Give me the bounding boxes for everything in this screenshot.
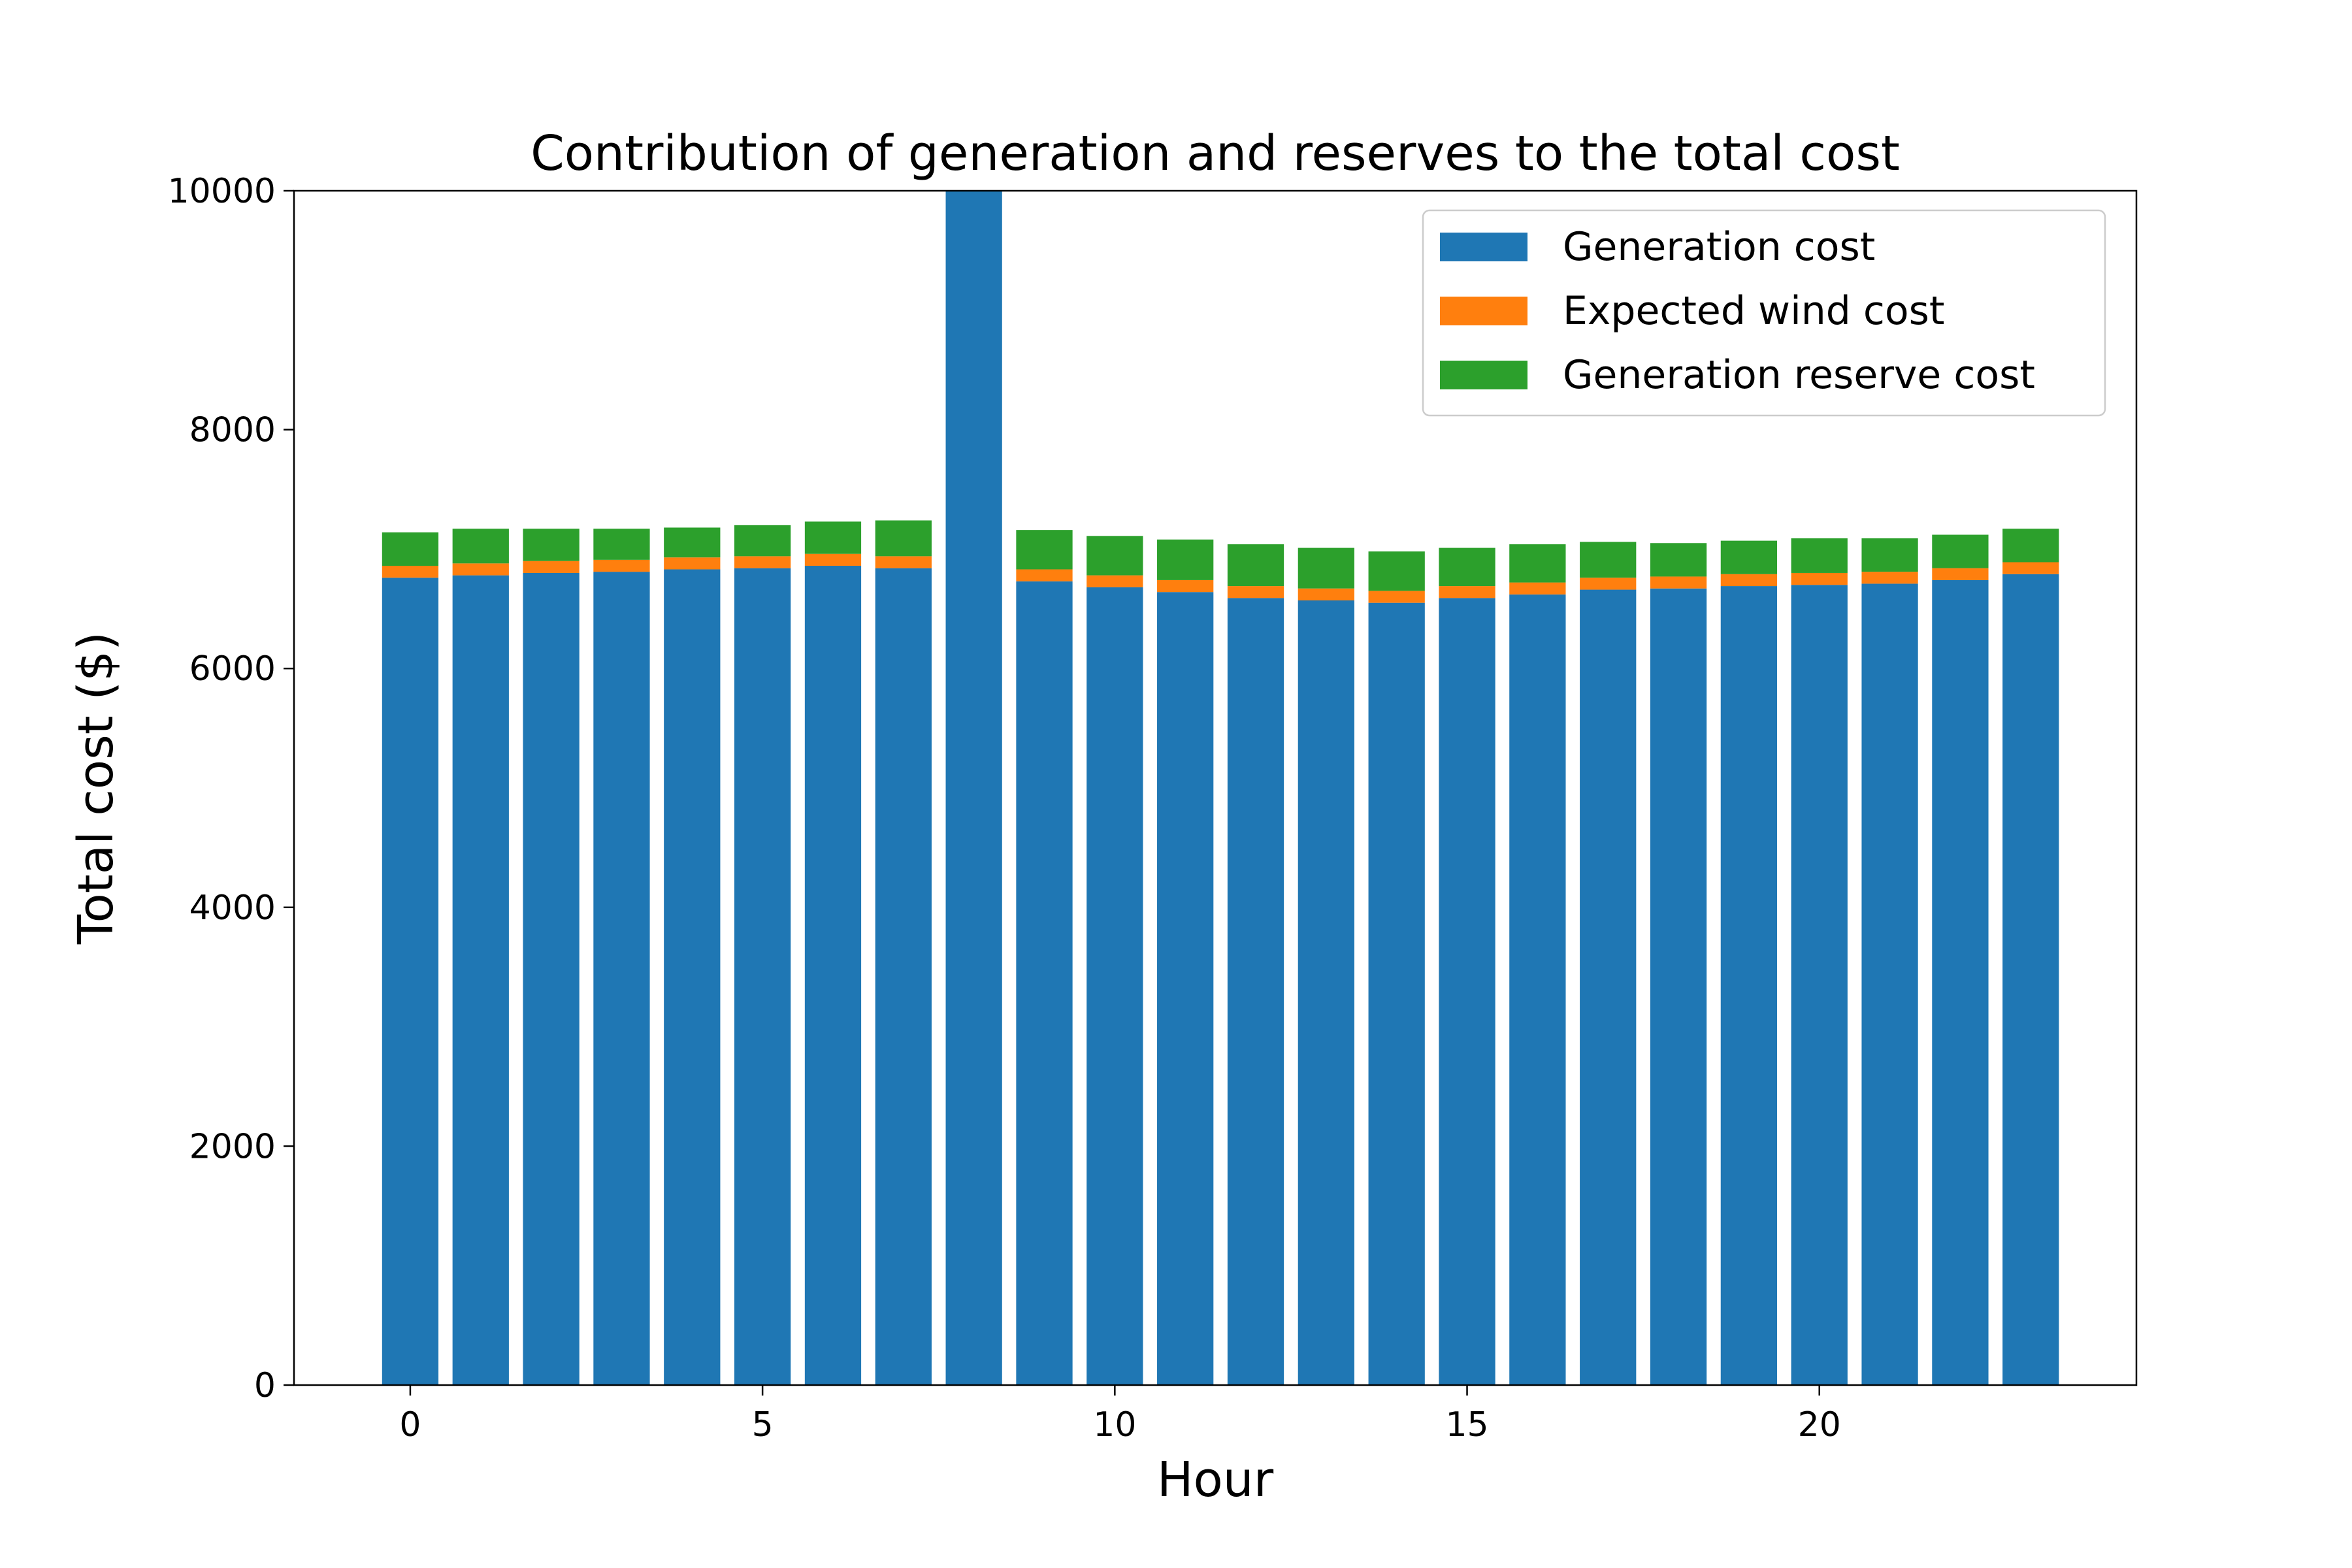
bar-wind-hour-0 xyxy=(382,565,439,578)
bar-wind-hour-2 xyxy=(523,561,580,573)
bar-reserve-hour-10 xyxy=(1086,536,1143,576)
bar-wind-hour-17 xyxy=(1580,578,1637,590)
bar-generation-hour-23 xyxy=(2002,574,2059,1385)
bar-generation-hour-18 xyxy=(1650,588,1707,1385)
bar-wind-hour-15 xyxy=(1439,586,1495,598)
bars-group xyxy=(382,191,2059,1386)
bar-generation-hour-8 xyxy=(945,191,1002,1385)
bar-generation-hour-19 xyxy=(1720,586,1778,1385)
bar-generation-hour-11 xyxy=(1157,592,1214,1385)
bar-wind-hour-19 xyxy=(1720,574,1778,587)
bar-generation-hour-20 xyxy=(1791,585,1848,1385)
bar-wind-hour-5 xyxy=(734,556,791,568)
x-tick-label: 20 xyxy=(1798,1405,1841,1445)
bar-wind-hour-20 xyxy=(1791,572,1848,585)
bar-generation-hour-4 xyxy=(664,569,721,1385)
y-tick-label: 0 xyxy=(254,1366,276,1405)
bar-generation-hour-9 xyxy=(1016,581,1073,1385)
bar-reserve-hour-20 xyxy=(1791,538,1848,573)
x-tick-label: 15 xyxy=(1445,1405,1488,1445)
bar-generation-hour-17 xyxy=(1580,589,1637,1385)
bar-reserve-hour-18 xyxy=(1650,543,1707,577)
x-tick-label: 10 xyxy=(1093,1405,1136,1445)
y-axis-ticks: 0 2000 4000 6000 8000 10000 xyxy=(168,172,294,1405)
bar-reserve-hour-14 xyxy=(1368,551,1425,591)
bar-reserve-hour-17 xyxy=(1580,542,1637,578)
bar-generation-hour-13 xyxy=(1298,600,1354,1385)
legend-box xyxy=(1422,209,2106,417)
bar-generation-hour-5 xyxy=(734,568,791,1386)
bar-generation-hour-7 xyxy=(875,568,932,1386)
x-axis-ticks: 0 5 10 15 20 xyxy=(399,1385,1841,1445)
bar-reserve-hour-23 xyxy=(2002,529,2059,563)
bar-reserve-hour-4 xyxy=(664,527,721,558)
bar-reserve-hour-19 xyxy=(1720,540,1778,574)
x-tick-label: 5 xyxy=(752,1405,774,1445)
bar-wind-hour-13 xyxy=(1298,588,1354,601)
y-axis-label: Total cost ($) xyxy=(68,632,124,945)
bar-reserve-hour-22 xyxy=(1932,534,1989,568)
bar-wind-hour-6 xyxy=(804,553,862,566)
bar-wind-hour-7 xyxy=(875,556,932,568)
y-tick-label: 10000 xyxy=(168,172,276,211)
bar-wind-hour-11 xyxy=(1157,580,1214,593)
legend: Generation cost Expected wind cost Generat… xyxy=(1422,209,2106,417)
bar-wind-hour-3 xyxy=(593,559,650,572)
bar-wind-hour-22 xyxy=(1932,568,1989,580)
bar-reserve-hour-5 xyxy=(734,525,791,557)
bar-reserve-hour-13 xyxy=(1298,547,1354,589)
bar-wind-hour-14 xyxy=(1368,591,1425,603)
bar-wind-hour-16 xyxy=(1509,582,1566,595)
bar-generation-hour-12 xyxy=(1227,598,1284,1385)
bar-wind-hour-10 xyxy=(1086,575,1143,587)
bar-wind-hour-21 xyxy=(1861,572,1918,584)
legend-label-generation: Generation cost xyxy=(1563,224,1875,270)
bar-wind-hour-23 xyxy=(2002,562,2059,574)
bar-wind-hour-18 xyxy=(1650,576,1707,589)
bar-generation-hour-22 xyxy=(1932,580,1989,1385)
y-tick-label: 8000 xyxy=(189,411,276,450)
bar-reserve-hour-21 xyxy=(1861,538,1918,572)
x-axis-label: Hour xyxy=(1157,1452,1274,1508)
bar-generation-hour-6 xyxy=(804,565,862,1386)
bar-reserve-hour-0 xyxy=(382,532,439,566)
bar-reserve-hour-3 xyxy=(593,529,650,560)
bar-generation-hour-15 xyxy=(1439,598,1495,1385)
bar-wind-hour-12 xyxy=(1227,586,1284,598)
bar-reserve-hour-15 xyxy=(1439,547,1495,587)
bar-wind-hour-9 xyxy=(1016,569,1073,581)
legend-label-reserve: Generation reserve cost xyxy=(1563,352,2035,398)
bar-generation-hour-2 xyxy=(523,572,580,1386)
bar-wind-hour-4 xyxy=(664,557,721,570)
bar-reserve-hour-11 xyxy=(1157,539,1214,580)
legend-swatch-generation xyxy=(1440,233,1527,261)
y-tick-label: 2000 xyxy=(189,1127,276,1166)
bar-reserve-hour-2 xyxy=(523,529,580,561)
legend-label-wind: Expected wind cost xyxy=(1563,288,1944,334)
legend-swatch-wind xyxy=(1440,297,1527,325)
x-tick-label: 0 xyxy=(399,1405,421,1445)
legend-swatch-reserve xyxy=(1440,361,1527,389)
bar-generation-hour-10 xyxy=(1086,587,1143,1385)
bar-generation-hour-0 xyxy=(382,578,439,1385)
bar-generation-hour-1 xyxy=(452,575,509,1386)
bar-generation-hour-16 xyxy=(1509,594,1566,1385)
bar-generation-hour-21 xyxy=(1861,583,1918,1385)
bar-reserve-hour-16 xyxy=(1509,544,1566,583)
bar-reserve-hour-1 xyxy=(452,529,509,564)
bar-generation-hour-14 xyxy=(1368,602,1425,1386)
bar-reserve-hour-12 xyxy=(1227,544,1284,587)
bar-reserve-hour-7 xyxy=(875,520,932,557)
chart-title: Contribution of generation and reserves … xyxy=(531,125,1900,182)
bar-wind-hour-1 xyxy=(452,563,509,576)
plot-frame xyxy=(293,189,2138,1386)
y-tick-label: 4000 xyxy=(189,889,276,928)
bar-generation-hour-3 xyxy=(593,572,650,1385)
bar-reserve-hour-6 xyxy=(804,521,862,554)
y-tick-label: 6000 xyxy=(189,649,276,689)
bar-reserve-hour-9 xyxy=(1016,530,1073,570)
